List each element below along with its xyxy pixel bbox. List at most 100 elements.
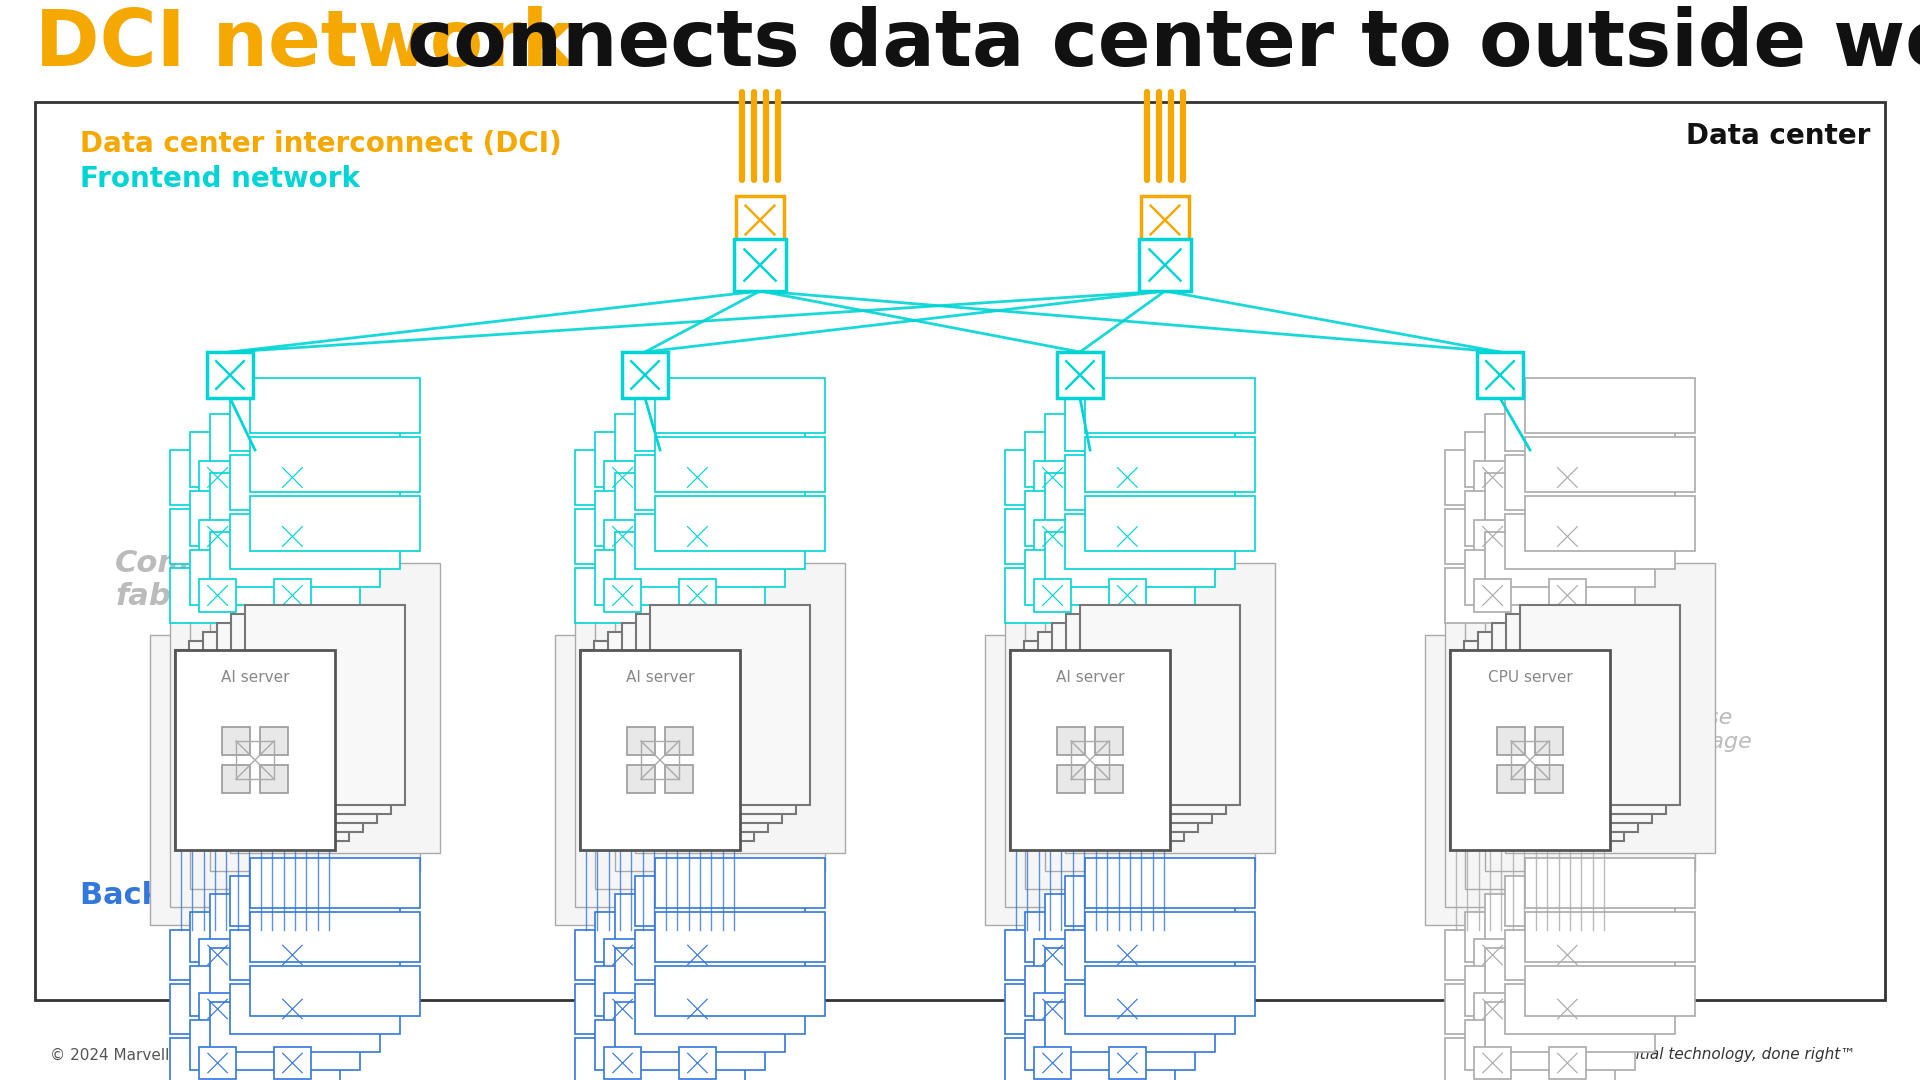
- Polygon shape: [171, 930, 340, 980]
- Polygon shape: [574, 568, 745, 623]
- Polygon shape: [1066, 984, 1235, 1034]
- Bar: [230, 615, 392, 814]
- Bar: [207, 352, 253, 399]
- Bar: [200, 1047, 236, 1079]
- Bar: [622, 623, 781, 823]
- Polygon shape: [595, 1020, 764, 1070]
- Bar: [1549, 519, 1586, 553]
- Text: Frontend network: Frontend network: [81, 165, 361, 193]
- Bar: [636, 615, 797, 814]
- Polygon shape: [1505, 984, 1674, 1034]
- Polygon shape: [1004, 450, 1175, 505]
- Bar: [223, 727, 250, 755]
- Text: Essential technology, done right™: Essential technology, done right™: [1596, 1048, 1855, 1063]
- Polygon shape: [250, 378, 420, 433]
- Bar: [628, 727, 655, 755]
- Polygon shape: [1044, 532, 1215, 588]
- Polygon shape: [230, 396, 399, 451]
- Polygon shape: [1465, 912, 1636, 962]
- Bar: [223, 765, 250, 793]
- Bar: [1549, 939, 1586, 971]
- Polygon shape: [1465, 432, 1636, 487]
- Bar: [204, 632, 363, 832]
- Polygon shape: [1484, 473, 1655, 528]
- Polygon shape: [1085, 966, 1256, 1016]
- Bar: [593, 642, 755, 841]
- Polygon shape: [1044, 1002, 1215, 1052]
- Bar: [605, 939, 641, 971]
- Polygon shape: [190, 1020, 361, 1070]
- Polygon shape: [190, 966, 361, 1016]
- Bar: [1033, 519, 1071, 553]
- Polygon shape: [636, 563, 845, 853]
- Bar: [605, 519, 641, 553]
- Bar: [605, 461, 641, 494]
- Polygon shape: [1505, 396, 1674, 451]
- Polygon shape: [1524, 966, 1695, 1016]
- Polygon shape: [230, 514, 399, 569]
- Bar: [1108, 519, 1146, 553]
- Polygon shape: [574, 930, 745, 980]
- Polygon shape: [1066, 876, 1235, 926]
- Polygon shape: [209, 473, 380, 528]
- Polygon shape: [1524, 912, 1695, 962]
- Bar: [628, 765, 655, 793]
- Bar: [1066, 615, 1227, 814]
- Polygon shape: [1505, 876, 1674, 926]
- Polygon shape: [1465, 550, 1636, 605]
- Bar: [678, 461, 716, 494]
- Polygon shape: [636, 984, 804, 1034]
- Bar: [1498, 765, 1524, 793]
- Bar: [580, 650, 739, 850]
- Polygon shape: [636, 455, 804, 510]
- Polygon shape: [250, 912, 420, 962]
- Polygon shape: [1066, 514, 1235, 569]
- Polygon shape: [636, 396, 804, 451]
- Polygon shape: [250, 437, 420, 492]
- Polygon shape: [1484, 414, 1655, 469]
- Bar: [275, 939, 311, 971]
- Bar: [1492, 623, 1651, 823]
- Text: Backend network: Backend network: [81, 881, 376, 910]
- Bar: [1475, 939, 1511, 971]
- Polygon shape: [985, 635, 1194, 924]
- Polygon shape: [1446, 450, 1615, 505]
- Polygon shape: [171, 1038, 340, 1080]
- Polygon shape: [1505, 930, 1674, 980]
- Polygon shape: [1484, 1002, 1655, 1052]
- Polygon shape: [1085, 858, 1256, 908]
- Text: Compute
fabric: Compute fabric: [115, 549, 269, 611]
- Polygon shape: [1484, 894, 1655, 944]
- Polygon shape: [1025, 1020, 1194, 1070]
- Polygon shape: [1446, 568, 1615, 623]
- Bar: [1475, 1047, 1511, 1079]
- Bar: [200, 939, 236, 971]
- Bar: [1549, 1047, 1586, 1079]
- Bar: [1450, 650, 1611, 850]
- Text: AI server: AI server: [221, 671, 290, 686]
- Bar: [275, 1047, 311, 1079]
- Polygon shape: [614, 581, 826, 870]
- Polygon shape: [1044, 948, 1215, 998]
- Polygon shape: [1004, 509, 1175, 564]
- Polygon shape: [595, 550, 764, 605]
- Bar: [200, 519, 236, 553]
- Polygon shape: [209, 414, 380, 469]
- Polygon shape: [574, 450, 745, 505]
- Polygon shape: [230, 984, 399, 1034]
- Polygon shape: [655, 496, 826, 551]
- Polygon shape: [171, 984, 340, 1034]
- Bar: [35, 102, 1885, 1000]
- Polygon shape: [190, 550, 361, 605]
- Bar: [1094, 727, 1123, 755]
- Bar: [1450, 650, 1611, 850]
- Polygon shape: [1446, 984, 1615, 1034]
- Polygon shape: [1066, 930, 1235, 980]
- Polygon shape: [1524, 496, 1695, 551]
- Bar: [664, 765, 693, 793]
- Text: Data center: Data center: [1686, 122, 1870, 150]
- Polygon shape: [1524, 378, 1695, 433]
- Bar: [200, 579, 236, 612]
- Bar: [735, 195, 783, 244]
- Polygon shape: [190, 599, 399, 889]
